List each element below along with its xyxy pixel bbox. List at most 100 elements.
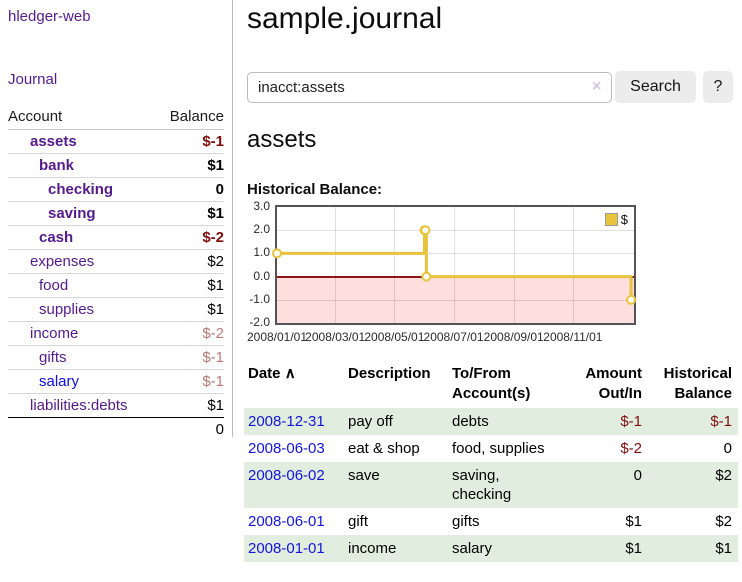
transaction-accounts: food, supplies	[452, 440, 545, 457]
account-row: cash $-2	[8, 225, 224, 250]
account-balance: $2	[156, 249, 224, 274]
account-link[interactable]: checking	[48, 181, 114, 198]
balance-column-header: Balance	[156, 105, 224, 130]
transaction-date-cell: 2008-12-31	[244, 408, 344, 435]
y-axis-tick-label: 0.0	[253, 268, 270, 283]
transaction-amount: $-2	[620, 440, 642, 457]
account-row: assets $-1	[8, 129, 224, 154]
account-balance: $1	[156, 393, 224, 418]
account-balance: $1	[156, 201, 224, 226]
chart-plot-area[interactable]: $	[272, 205, 637, 325]
date-column-header[interactable]: Date ∧	[248, 365, 296, 382]
account-name-cell: cash	[8, 225, 157, 250]
chart-series-line	[272, 225, 637, 305]
legend-swatch	[604, 213, 618, 226]
transaction-amount: 0	[633, 467, 642, 484]
transaction-accounts: saving, checking	[452, 467, 512, 503]
sidebar: hledger-web Journal Account Balance asse…	[0, 0, 233, 438]
transaction-date-cell: 2008-06-03	[244, 435, 344, 462]
account-link[interactable]: liabilities:debts	[30, 397, 128, 414]
data-point-marker	[272, 248, 282, 259]
transaction-balance: $1	[715, 540, 732, 557]
account-link[interactable]: expenses	[30, 253, 95, 270]
transaction-row[interactable]: 2008-06-03 eat & shop food, supplies $-2 0	[244, 435, 738, 462]
account-balance: $-1	[156, 129, 224, 154]
account-name-cell: checking	[8, 177, 157, 202]
sidebar-item-journal[interactable]: Journal	[8, 71, 58, 88]
transaction-balance: 0	[723, 440, 732, 457]
brand-link[interactable]: hledger-web	[8, 8, 91, 25]
account-name-cell: income	[8, 321, 157, 346]
account-row: salary $-1	[8, 369, 224, 394]
transaction-balance: $-1	[710, 413, 732, 430]
transaction-date-link[interactable]: 2008-06-03	[248, 440, 325, 457]
x-axis-tick-label: 2008/05/01	[364, 330, 425, 344]
data-point-marker	[421, 271, 432, 282]
account-link[interactable]: salary	[39, 373, 80, 390]
account-link[interactable]: supplies	[39, 301, 95, 318]
transaction-date-link[interactable]: 2008-12-31	[248, 413, 325, 430]
transaction-description: gift	[348, 513, 369, 530]
transaction-accounts: salary	[452, 540, 493, 557]
account-name-cell: saving	[8, 201, 157, 226]
x-axis-tick-label: 2008/09/01	[483, 330, 544, 344]
accounts-total-value: 0	[215, 421, 224, 438]
page-title: sample.journal	[247, 2, 443, 35]
chart-negative-region	[277, 276, 634, 323]
accounts-table-header-row: Account Balance	[8, 105, 224, 130]
clear-search-icon[interactable]: ×	[592, 78, 602, 95]
account-link[interactable]: food	[39, 277, 69, 294]
transaction-date-link[interactable]: 2008-01-01	[248, 540, 325, 557]
transaction-date-link[interactable]: 2008-06-01	[248, 513, 325, 530]
chart-gridline	[453, 207, 455, 323]
account-name-cell: food	[8, 273, 157, 298]
transaction-balance: $2	[715, 467, 732, 484]
x-axis-tick-label: 2008/03/01	[305, 330, 366, 344]
transaction-balance: $2	[715, 513, 732, 530]
register-table-body: 2008-12-31 pay off debts $-1 $-1 2008-06-03 ea…	[244, 408, 738, 562]
chart-gridline	[335, 207, 337, 323]
help-button[interactable]: ?	[703, 71, 733, 103]
account-name-cell: bank	[8, 153, 157, 178]
account-row: saving $1	[8, 201, 224, 226]
account-link[interactable]: cash	[39, 229, 74, 246]
chart-gridline	[277, 253, 634, 255]
register-table: Date ∧ Description To/From Account(s) Am…	[244, 362, 738, 562]
account-name-cell: supplies	[8, 297, 157, 322]
chart-title: Historical Balance:	[247, 181, 383, 198]
account-row: income $-2	[8, 321, 224, 346]
account-link[interactable]: gifts	[39, 349, 67, 366]
chart-gridline	[277, 230, 634, 232]
chart-gridline	[277, 299, 634, 301]
chart-gridline	[394, 207, 396, 323]
account-link[interactable]: bank	[39, 157, 75, 174]
account-link[interactable]: assets	[30, 133, 77, 150]
search-input[interactable]	[247, 72, 612, 103]
amount-column-header: Amount Out/In	[585, 365, 642, 402]
accounts-column-header: To/From Account(s)	[452, 365, 531, 402]
transaction-row[interactable]: 2008-12-31 pay off debts $-1 $-1	[244, 408, 738, 435]
account-name-cell: assets	[8, 129, 157, 154]
transaction-row[interactable]: 2008-01-01 income salary $1 $1	[244, 535, 738, 562]
account-link[interactable]: saving	[48, 205, 96, 222]
chart-gridline	[572, 207, 574, 323]
account-row: gifts $-1	[8, 345, 224, 370]
account-link[interactable]: income	[30, 325, 79, 342]
account-row: liabilities:debts $1	[8, 393, 224, 418]
transaction-amount: $1	[625, 513, 642, 530]
y-axis-tick-label: -1.0	[249, 291, 270, 306]
account-balance: $1	[156, 273, 224, 298]
account-row: checking 0	[8, 177, 224, 202]
accounts-table: Account Balance assets $-1 bank $1 checking 0…	[8, 105, 224, 441]
chart-legend: $	[604, 212, 628, 227]
account-balance: $-1	[156, 345, 224, 370]
transaction-row[interactable]: 2008-06-02 save saving, checking 0 $2	[244, 462, 738, 508]
x-axis-tick-label: 2008/11/01	[543, 330, 603, 344]
transaction-description: eat & shop	[348, 440, 420, 457]
search-button[interactable]: Search	[615, 71, 696, 103]
transaction-date-link[interactable]: 2008-06-02	[248, 467, 325, 484]
transaction-description: income	[348, 540, 397, 557]
account-row: expenses $2	[8, 249, 224, 274]
transaction-row[interactable]: 2008-06-01 gift gifts $1 $2	[244, 508, 738, 535]
